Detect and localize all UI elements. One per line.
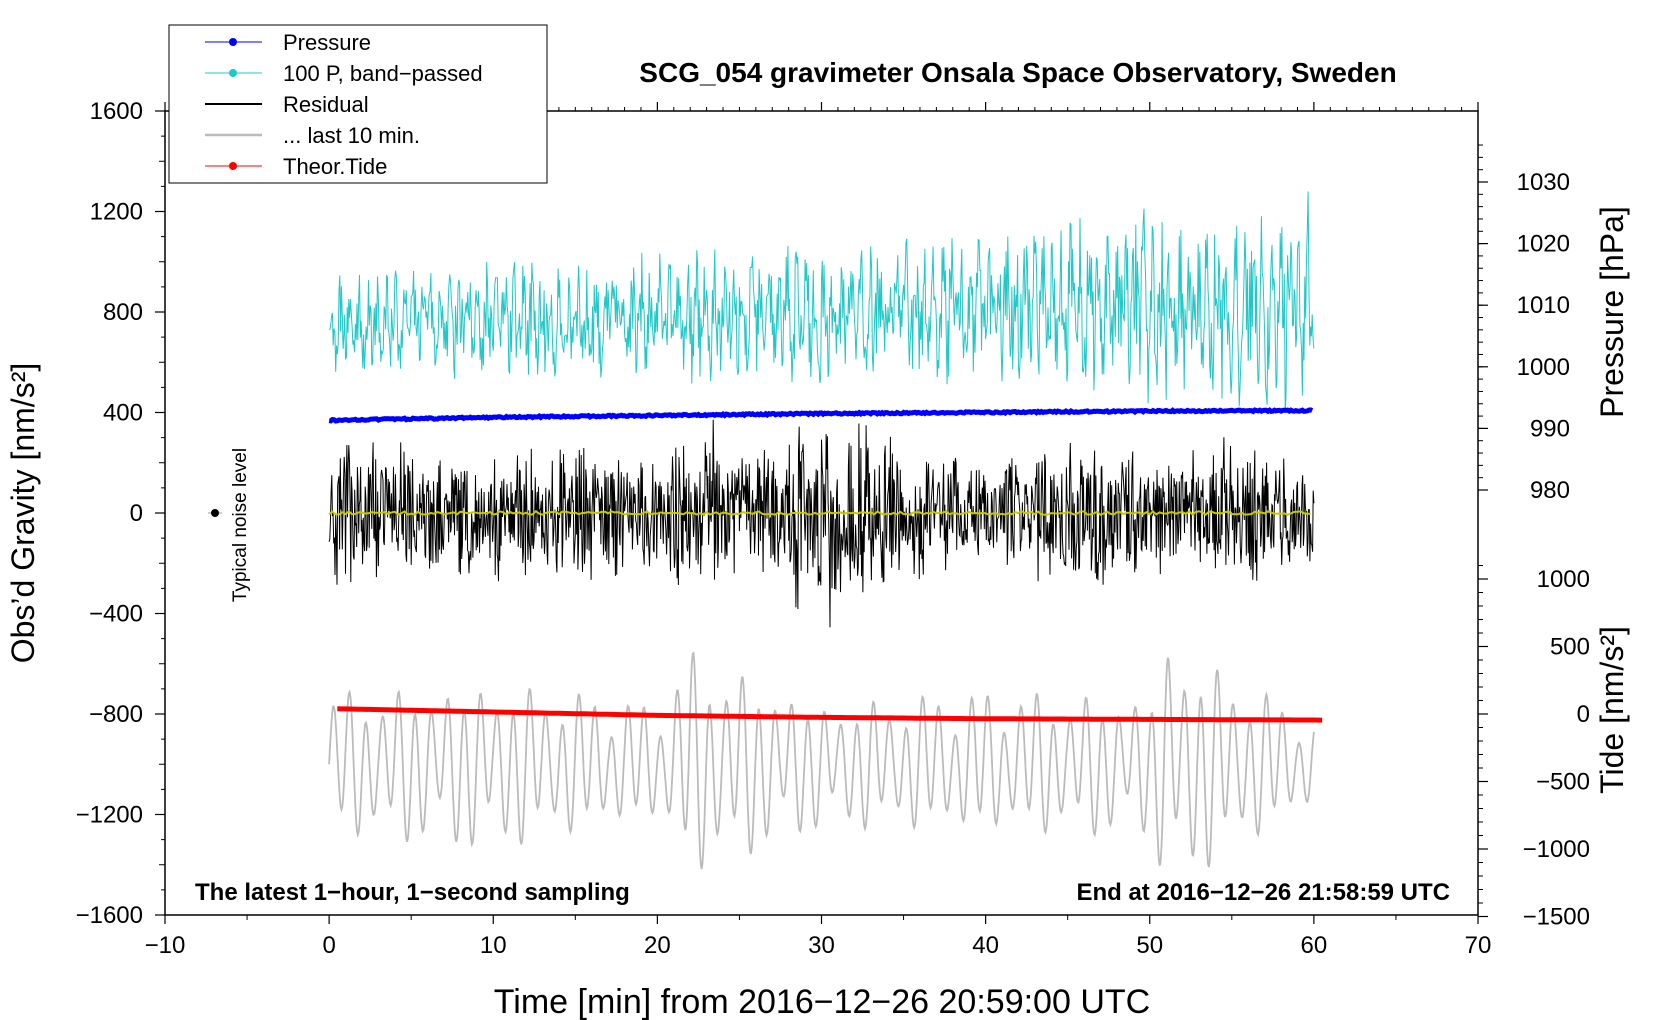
series-last-10-min	[328, 651, 1315, 870]
ticks-layer: −10 0 10 20 30 40 50 60 70−1600−1200−800−4000400…	[76, 98, 1590, 959]
x-axis-label: Time [min] from 2016−12−26 20:59:00 UTC	[494, 983, 1150, 1020]
noise-level-marker: Typical noise level	[208, 448, 251, 602]
x-tick-label: 30	[808, 932, 835, 959]
y-axis-label-tide: Tide [nm/s²]	[1594, 626, 1630, 794]
y-tick-label-left: −400	[89, 601, 143, 628]
x-tick-label: 60	[1301, 932, 1328, 959]
y-tick-label-left: 800	[103, 299, 143, 326]
x-tick-label: 40	[972, 932, 999, 959]
series-bandpassed-pressure	[329, 191, 1315, 412]
y-axis-label-pressure: Pressure [hPa]	[1594, 206, 1630, 418]
x-tick-label: 50	[1136, 932, 1163, 959]
legend: Pressure 100 P, band−passed Residual ... la…	[168, 24, 548, 184]
y-tick-label-tide: −500	[1536, 769, 1590, 796]
chart-title: SCG_054 gravimeter Onsala Space Observat…	[639, 57, 1396, 88]
legend-label: Pressure	[283, 30, 371, 55]
legend-marker	[229, 162, 237, 170]
series-filtered	[328, 509, 1311, 516]
y-tick-label-left: 0	[130, 500, 143, 527]
y-tick-label-tide: −1000	[1523, 836, 1590, 863]
y-tick-label-left: 400	[103, 400, 143, 427]
legend-marker	[229, 69, 237, 77]
y-tick-label-left: 1600	[90, 98, 143, 125]
legend-label: Theor.Tide	[283, 154, 387, 179]
y-tick-label-left: −1600	[76, 902, 143, 929]
x-tick-label: 0	[322, 932, 335, 959]
x-tick-label: 10	[480, 932, 507, 959]
y-tick-label-pressure: 1030	[1517, 169, 1570, 196]
y-tick-label-tide: 500	[1550, 634, 1590, 661]
series-residual	[328, 419, 1315, 628]
y-tick-label-pressure: 1020	[1517, 231, 1570, 258]
series-layer	[328, 191, 1323, 870]
legend-marker	[229, 38, 237, 46]
y-axis-label-left: Obs’d Gravity [nm/s²]	[5, 363, 41, 664]
legend-label: ... last 10 min.	[283, 123, 420, 148]
y-tick-label-pressure: 1000	[1517, 354, 1570, 381]
y-tick-label-left: 1200	[90, 199, 143, 226]
y-tick-label-left: −800	[89, 701, 143, 728]
y-tick-label-tide: 0	[1577, 701, 1590, 728]
y-tick-label-tide: 1000	[1537, 566, 1590, 593]
y-tick-label-left: −1200	[76, 802, 143, 829]
series-pressure	[328, 407, 1314, 424]
series-theoretical-tide	[337, 706, 1323, 723]
annotation-right: End at 2016−12−26 21:58:59 UTC	[1076, 879, 1450, 906]
y-tick-label-pressure: 990	[1530, 415, 1570, 442]
y-tick-label-tide: −1500	[1523, 904, 1590, 931]
legend-label: 100 P, band−passed	[283, 61, 483, 86]
annotation-left: The latest 1−hour, 1−second sampling	[195, 879, 630, 906]
legend-label: Residual	[283, 92, 369, 117]
noise-level-label: Typical noise level	[230, 448, 251, 602]
x-tick-label: 20	[644, 932, 671, 959]
x-tick-label: −10	[145, 932, 186, 959]
x-tick-label: 70	[1465, 932, 1492, 959]
y-tick-label-pressure: 980	[1530, 477, 1570, 504]
y-tick-label-pressure: 1010	[1517, 292, 1570, 319]
